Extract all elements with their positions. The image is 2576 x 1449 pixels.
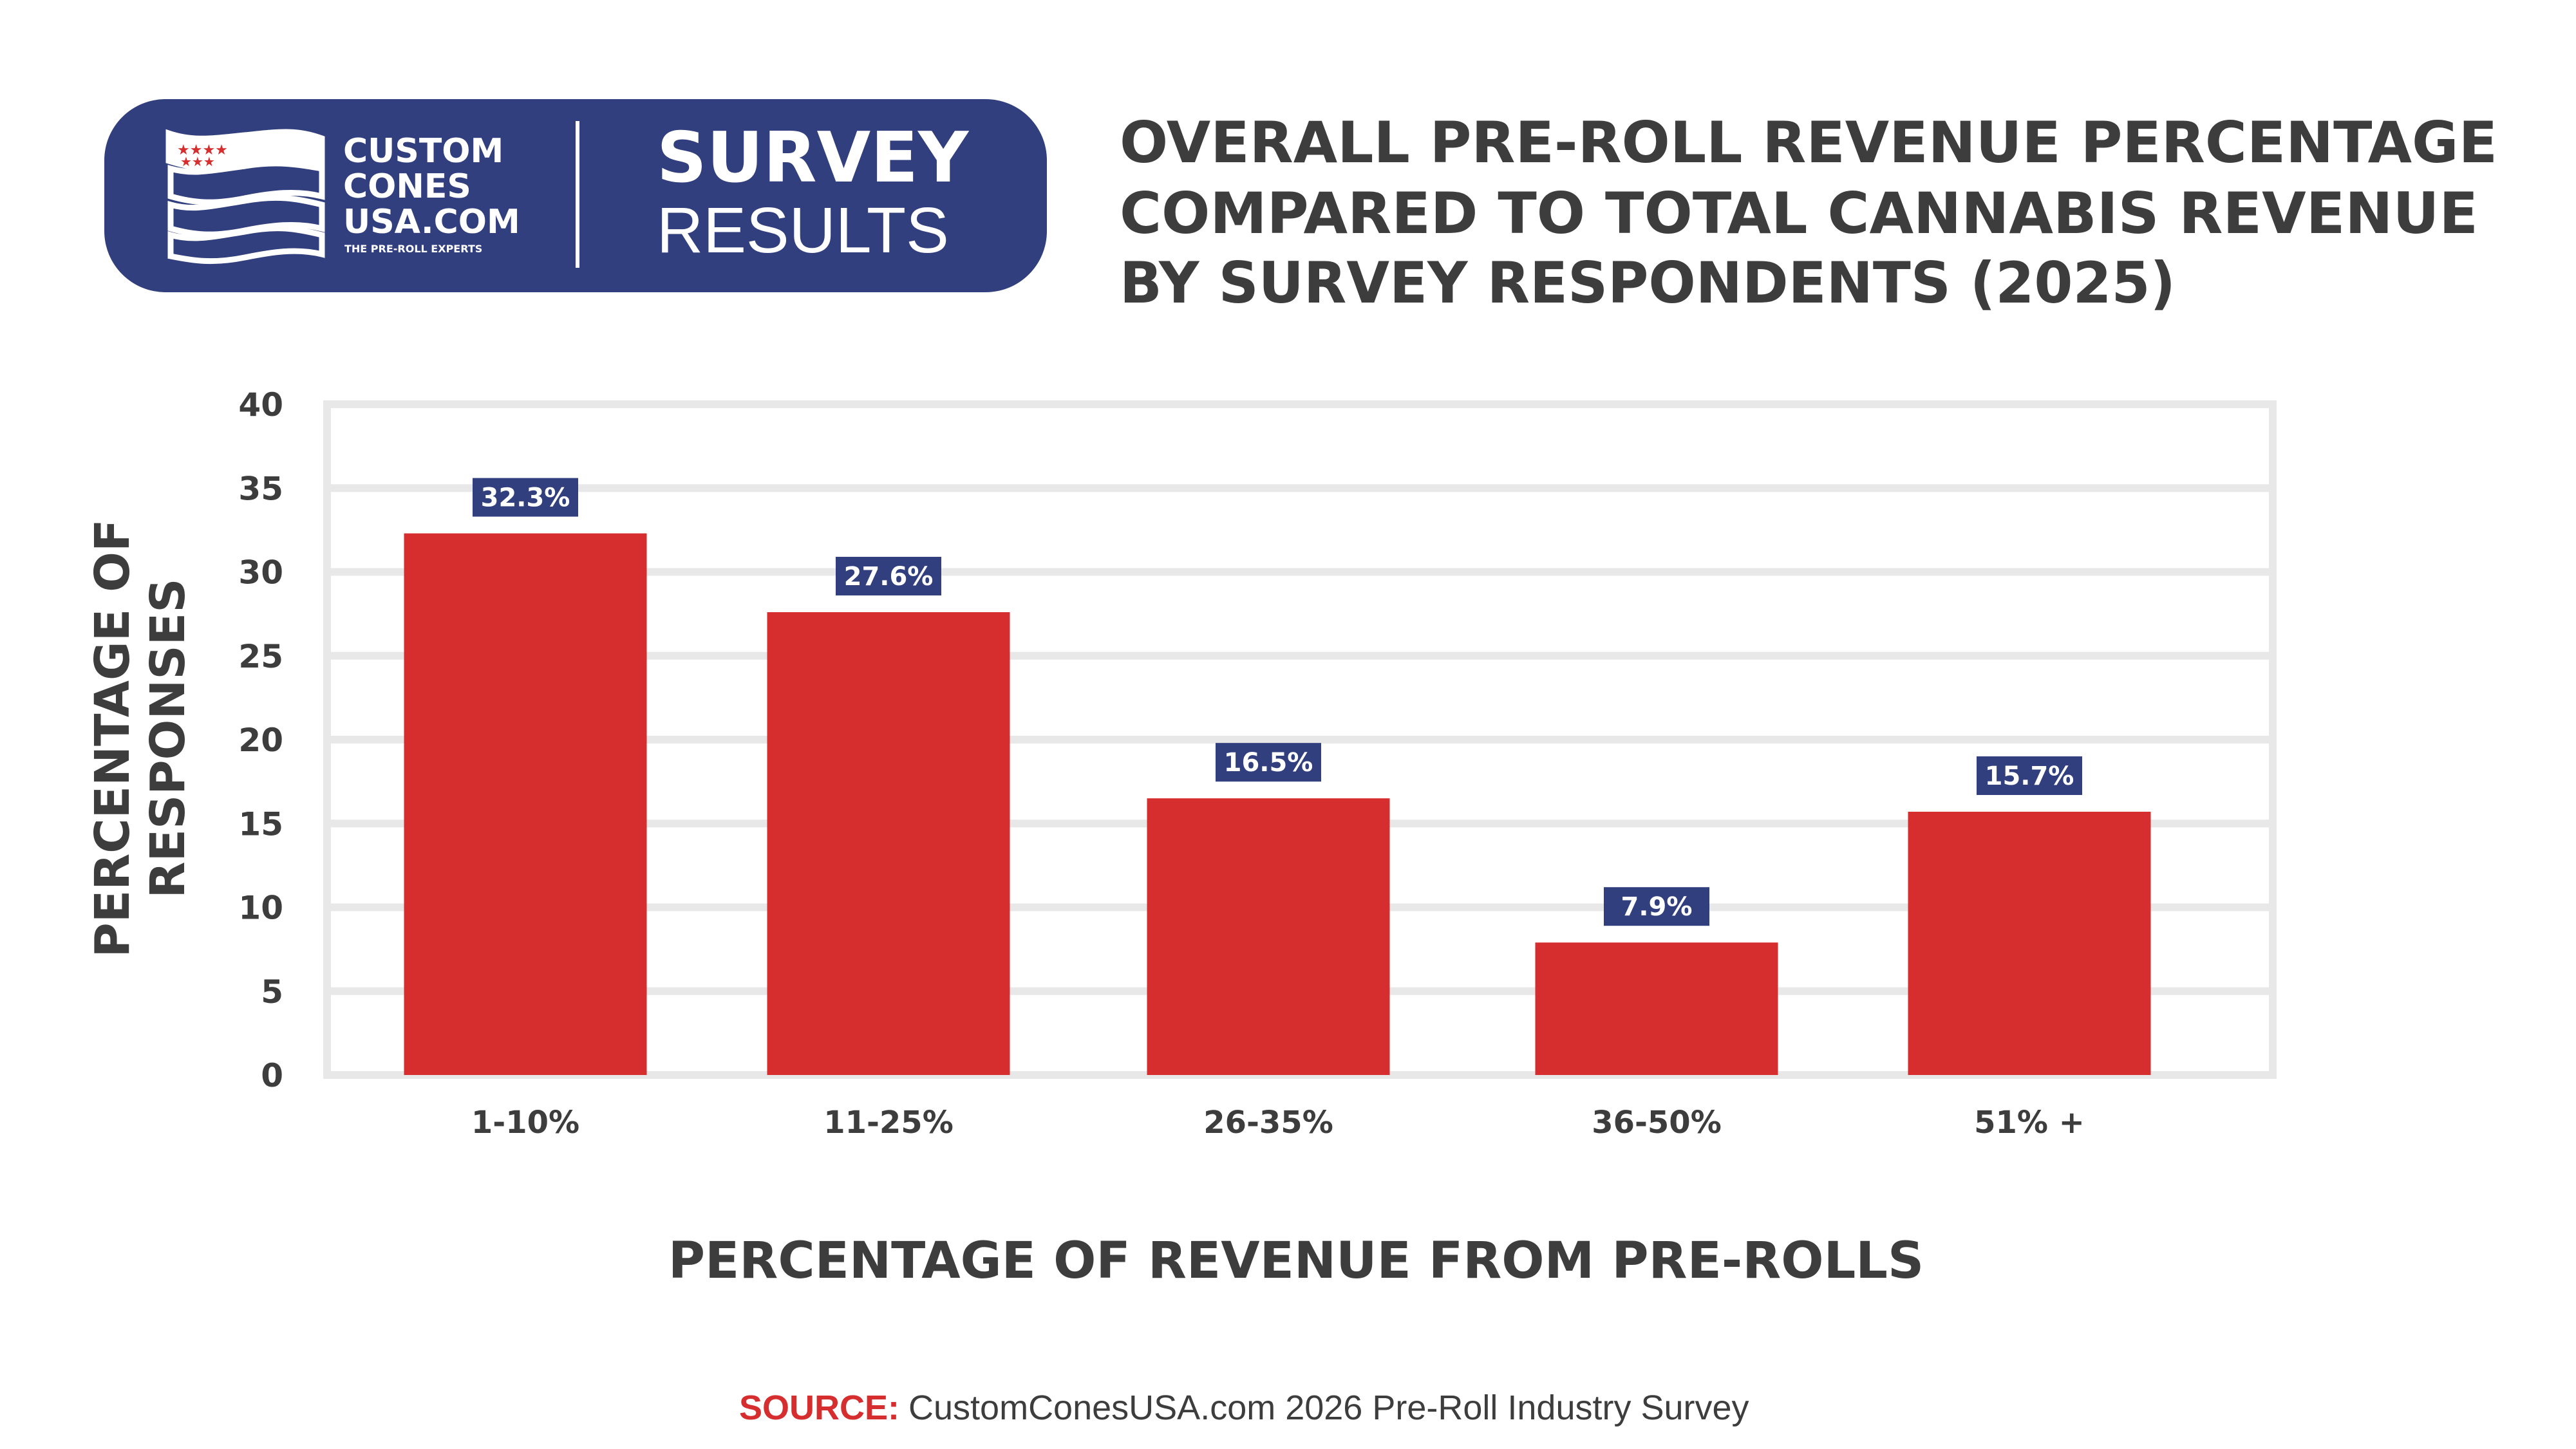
data-label-box [473,478,578,517]
x-axis-label: PERCENTAGE OF REVENUE FROM PRE-ROLLS [668,1232,1924,1290]
badge-survey: SURVEY [657,118,970,198]
y-axis-label-line-1: PERCENTAGE OF [85,519,140,957]
source-text: CustomConesUSA.com 2026 Pre-Roll Industr… [908,1388,1749,1427]
logo-brand-line-2: CONES [343,167,471,206]
bar-11-25% [767,612,1010,1075]
chart-title: OVERALL PRE-ROLL REVENUE PERCENTAGE COMP… [1120,109,2497,316]
y-tick-label: 0 [261,1057,283,1094]
data-label-box [1977,756,2082,796]
logo-brand-line-1: CUSTOM [343,132,503,171]
logo-tagline: THE PRE-ROLL EXPERTS [344,243,482,255]
bar-51% + [1908,812,2151,1075]
data-label: 16.5% [1224,748,1313,778]
x-tick-label: 1-10% [471,1105,579,1141]
data-label: 7.9% [1621,892,1693,922]
y-tick-label: 35 [238,470,283,507]
logo-badge: ★★★★ ★★★ CUSTOM CONES USA.COM THE PRE-RO… [104,99,1047,292]
y-tick-label: 5 [261,973,283,1011]
source-line: SOURCE: CustomConesUSA.com 2026 Pre-Roll … [739,1388,1749,1427]
x-axis-ticks: 1-10% 11-25% 26-35% 36-50% 51% + [471,1105,2085,1141]
source-label: SOURCE: [739,1388,899,1427]
y-tick-label: 20 [238,722,283,759]
data-label-box [1216,743,1321,782]
svg-text:★★★★: ★★★★ [177,142,228,158]
logo-divider [576,121,579,268]
data-label: 27.6% [844,562,934,592]
source-footer: SOURCE: CustomConesUSA.com 2026 Pre-Roll … [739,1388,1749,1427]
data-label-box [836,557,941,596]
bar-26-35% [1147,798,1390,1075]
title-line-3: BY SURVEY RESPONDENTS (2025) [1120,250,2176,316]
y-tick-label: 10 [238,890,283,927]
y-tick-label: 25 [238,638,283,675]
data-label-box [1604,887,1709,926]
data-label: 32.3% [481,483,570,513]
x-tick-label: 36-50% [1592,1105,1722,1141]
y-axis-ticks: 0 5 10 15 20 25 30 35 40 [238,386,283,1094]
badge-results: RESULTS [657,194,949,266]
svg-text:★★★: ★★★ [180,154,215,169]
cones-flag-icon: ★★★★ ★★★ [165,129,325,265]
logo-brand-line-3: USA.COM [343,203,520,241]
y-axis-label-line-2: RESPONSES [140,578,196,898]
bar-1-10% [404,533,647,1075]
bar-36-50% [1535,942,1778,1075]
title-line-2: COMPARED TO TOTAL CANNABIS REVENUE [1120,180,2478,247]
bars: 32.3% 27.6% 16.5% 7.9% 15.7% [404,478,2151,1075]
y-tick-label: 15 [238,805,283,843]
y-tick-label: 30 [238,554,283,592]
x-tick-label: 11-25% [823,1105,954,1141]
title-line-1: OVERALL PRE-ROLL REVENUE PERCENTAGE [1120,109,2497,176]
y-axis-label: PERCENTAGE OF RESPONSES [85,519,196,957]
x-tick-label: 51% + [1974,1105,2085,1141]
y-tick-label: 40 [238,386,283,424]
data-label: 15.7% [1985,762,2074,791]
x-tick-label: 26-35% [1203,1105,1333,1141]
